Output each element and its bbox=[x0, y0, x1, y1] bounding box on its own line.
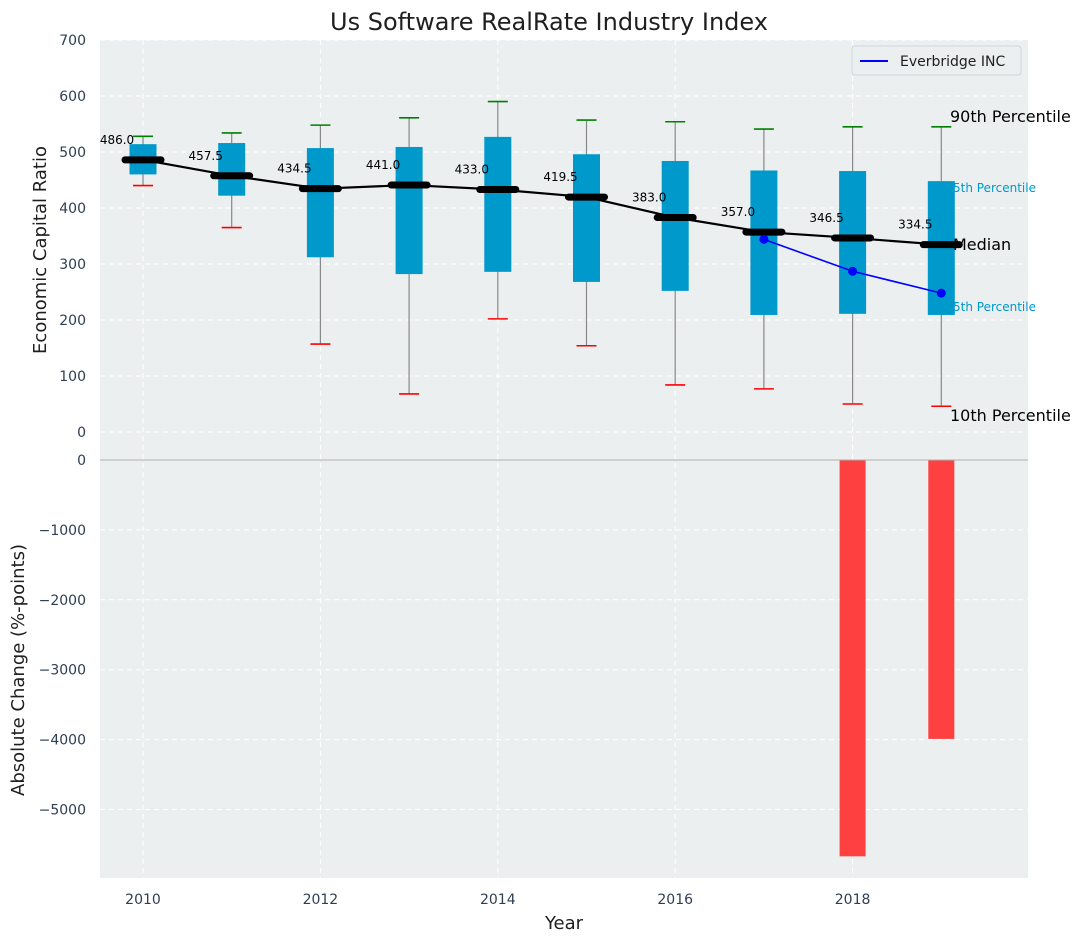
chart-title: Us Software RealRate Industry Index bbox=[330, 8, 768, 36]
x-tick-label: 2016 bbox=[657, 892, 693, 908]
legend-box bbox=[851, 45, 1022, 76]
top-y-tick-label: 200 bbox=[59, 313, 86, 329]
company-point-2018 bbox=[848, 266, 858, 276]
x-tick-labels: 2010 2012 2014 2016 2018 bbox=[125, 892, 870, 908]
bottom-y-tick-label: −2000 bbox=[39, 593, 86, 609]
top-y-tick-label: 0 bbox=[77, 425, 86, 441]
change-bars bbox=[839, 460, 955, 857]
box-2014 bbox=[484, 136, 512, 272]
top-y-tick-label: 100 bbox=[59, 369, 86, 385]
bottom-y-tick-label: −4000 bbox=[39, 733, 86, 749]
x-tick-label: 2010 bbox=[125, 892, 161, 908]
box-2018 bbox=[839, 171, 867, 314]
company-point-2019 bbox=[936, 288, 946, 298]
median-trend bbox=[142, 158, 942, 246]
x-tick-label: 2018 bbox=[835, 892, 871, 908]
top-plot-background bbox=[100, 40, 1028, 460]
top-y-tick-label: 600 bbox=[59, 89, 86, 105]
median-label-2011: 457.5 bbox=[189, 149, 223, 163]
change-bar-2018 bbox=[839, 460, 866, 857]
median-label-2016: 383.0 bbox=[632, 191, 666, 205]
top-y-tick-label: 300 bbox=[59, 257, 86, 273]
box-2016 bbox=[661, 160, 689, 291]
median-label-2014: 433.0 bbox=[455, 163, 489, 177]
box-2011 bbox=[218, 143, 246, 196]
x-tick-label: 2012 bbox=[303, 892, 339, 908]
box-2013 bbox=[395, 146, 423, 275]
change-bar-2019 bbox=[928, 460, 955, 739]
bottom-y-tick-label: 0 bbox=[77, 453, 86, 469]
x-axis-title: Year bbox=[544, 913, 584, 934]
median-label-2017: 357.0 bbox=[721, 205, 755, 219]
x-tick-label: 2014 bbox=[480, 892, 516, 908]
top-y-axis-title: Economic Capital Ratio bbox=[30, 146, 51, 354]
company-series bbox=[759, 234, 946, 298]
annotation-p90: 90th Percentile bbox=[950, 107, 1071, 126]
top-y-tick-label: 400 bbox=[59, 201, 86, 217]
legend-label-everbridge: Everbridge INC bbox=[900, 54, 1005, 70]
legend: Everbridge INC bbox=[851, 45, 1022, 76]
top-gridlines bbox=[100, 39, 1028, 433]
annotation-p10: 10th Percentile bbox=[950, 406, 1071, 425]
median-label-2015: 419.5 bbox=[543, 170, 577, 184]
box-2015 bbox=[573, 154, 600, 282]
annotation-p75: 5th Percentile bbox=[953, 181, 1036, 195]
annotation-p25: 5th Percentile bbox=[953, 300, 1036, 314]
top-y-tick-labels: 0 100 200 300 400 500 600 700 bbox=[59, 33, 86, 441]
annotation-median: Median bbox=[953, 235, 1011, 254]
median-trend-line bbox=[142, 158, 942, 246]
median-label-2010: 486.0 bbox=[100, 133, 134, 147]
bottom-y-axis-title: Absolute Change (%-points) bbox=[8, 544, 29, 796]
bottom-plot-background bbox=[100, 460, 1028, 878]
median-label-2019: 334.5 bbox=[898, 218, 932, 232]
bottom-y-tick-labels: 0 −1000 −2000 −3000 −4000 −5000 bbox=[39, 453, 86, 819]
bottom-y-tick-label: −1000 bbox=[39, 523, 86, 539]
median-label-2018: 346.5 bbox=[809, 211, 843, 225]
box-2012 bbox=[306, 148, 334, 258]
median-label-2012: 434.5 bbox=[277, 162, 311, 176]
bottom-y-tick-label: −5000 bbox=[39, 803, 86, 819]
top-y-tick-label: 500 bbox=[59, 145, 86, 161]
median-value-labels: 486.0 457.5 434.5 441.0 433.0 419.5 383.0 357.0… bbox=[100, 133, 933, 232]
top-y-tick-label: 700 bbox=[59, 33, 86, 49]
bottom-y-tick-label: −3000 bbox=[39, 663, 86, 679]
company-point-2017 bbox=[759, 234, 769, 244]
median-label-2013: 441.0 bbox=[366, 158, 400, 172]
